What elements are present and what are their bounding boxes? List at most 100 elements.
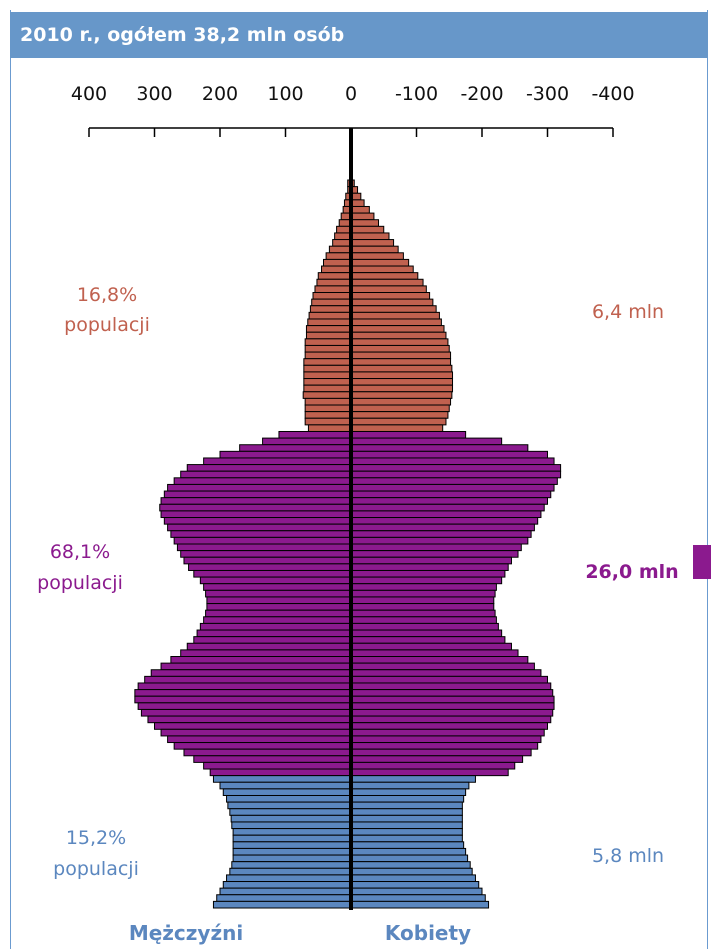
bars	[134, 179, 562, 909]
bar-men-working	[173, 742, 352, 750]
bar-men-post-working	[302, 391, 352, 399]
bar-men-working	[193, 636, 352, 644]
bar-women-post-working	[350, 265, 414, 274]
bar-men-working	[163, 490, 352, 499]
bar-women-post-working	[350, 318, 442, 327]
bar-women-working	[350, 708, 554, 717]
bar-men-post-working	[304, 397, 352, 406]
bar-men-pre-working	[222, 788, 352, 796]
bar-women-post-working	[350, 358, 452, 366]
bar-women-post-working	[350, 344, 450, 353]
bar-men-post-working	[322, 258, 352, 267]
bar-women-working	[350, 430, 467, 439]
bar-men-working	[206, 603, 352, 611]
working-total: 26,0 mln	[585, 561, 678, 583]
bar-women-working	[350, 722, 548, 730]
bar-women-pre-working	[350, 841, 465, 849]
bar-men-working	[160, 510, 352, 519]
bar-women-working	[350, 477, 558, 485]
bar-men-working	[180, 550, 352, 558]
bar-men-post-working	[304, 411, 352, 419]
bar-women-working	[350, 755, 524, 763]
bar-women-working	[350, 490, 552, 499]
bar-women-post-working	[350, 338, 449, 346]
bar-men-working	[203, 761, 352, 770]
x-tick-label: 300	[136, 83, 172, 105]
bar-women-working	[350, 444, 529, 452]
bar-men-working	[262, 437, 352, 446]
bar-men-pre-working	[227, 801, 352, 810]
bar-women-working	[350, 589, 496, 598]
bar-women-working	[350, 675, 548, 684]
bar-men-working	[219, 450, 352, 459]
bar-men-post-working	[311, 298, 352, 307]
bar-women-post-working	[350, 239, 395, 247]
bar-men-post-working	[304, 351, 352, 360]
bar-men-post-working	[334, 232, 352, 241]
bar-men-working	[180, 649, 352, 658]
bar-men-pre-working	[231, 861, 352, 869]
bar-women-working	[350, 510, 542, 519]
bar-men-post-working	[303, 364, 352, 373]
bar-men-post-working	[336, 225, 352, 234]
bar-women-post-working	[350, 378, 454, 386]
working-legend-swatch	[693, 545, 711, 579]
bar-women-post-working	[350, 305, 437, 313]
bar-women-working	[350, 669, 542, 677]
bar-women-pre-working	[350, 861, 471, 869]
bar-women-working	[350, 550, 519, 558]
bar-men-post-working	[321, 265, 352, 274]
bar-men-working	[160, 728, 352, 737]
bar-men-pre-working	[229, 808, 352, 816]
x-tick-label: -200	[460, 83, 503, 105]
bar-women-pre-working	[350, 894, 486, 902]
bar-women-working	[350, 497, 548, 505]
bar-men-working	[167, 483, 352, 492]
bar-men-working	[150, 669, 352, 677]
bar-women-pre-working	[350, 794, 465, 803]
bar-women-post-working	[350, 397, 452, 406]
bar-women-pre-working	[350, 847, 467, 856]
bar-men-working	[206, 596, 352, 605]
bar-men-post-working	[316, 278, 352, 287]
bar-women-post-working	[350, 225, 385, 234]
bar-men-working	[183, 748, 352, 757]
bar-women-working	[350, 622, 499, 631]
bar-women-post-working	[350, 384, 454, 393]
bar-women-post-working	[350, 371, 454, 380]
bar-women-working	[350, 543, 522, 552]
bar-women-pre-working	[350, 887, 483, 896]
bar-women-pre-working	[350, 808, 463, 816]
bar-men-working	[159, 503, 352, 512]
bar-men-post-working	[304, 404, 352, 413]
bar-men-post-working	[332, 239, 352, 247]
bar-men-working	[278, 430, 352, 439]
bar-women-working	[350, 503, 545, 512]
bar-women-working	[350, 470, 562, 479]
bar-men-post-working	[305, 325, 352, 333]
bar-men-working	[134, 689, 352, 697]
bar-men-post-working	[325, 252, 352, 260]
bar-women-working	[350, 583, 497, 591]
bar-women-pre-working	[350, 781, 470, 790]
bar-women-post-working	[350, 252, 404, 260]
bar-men-post-working	[308, 311, 352, 320]
bar-men-post-working	[303, 371, 352, 380]
bar-men-pre-working	[222, 881, 352, 889]
bar-women-post-working	[350, 391, 453, 399]
men-label: Mężczyźni	[129, 921, 243, 945]
bar-men-pre-working	[232, 847, 352, 856]
bar-women-working	[350, 609, 496, 618]
bar-women-post-working	[350, 258, 410, 267]
bar-men-working	[203, 583, 352, 591]
bar-men-post-working	[307, 318, 352, 327]
bar-women-post-working	[350, 351, 452, 360]
bar-men-post-working	[303, 384, 352, 393]
bar-men-working	[239, 444, 352, 452]
bar-women-post-working	[350, 245, 399, 254]
bar-women-post-working	[350, 232, 390, 241]
bar-men-working	[170, 530, 352, 538]
bar-men-working	[147, 715, 352, 724]
bar-women-working	[350, 689, 554, 697]
bar-women-working	[350, 536, 529, 545]
